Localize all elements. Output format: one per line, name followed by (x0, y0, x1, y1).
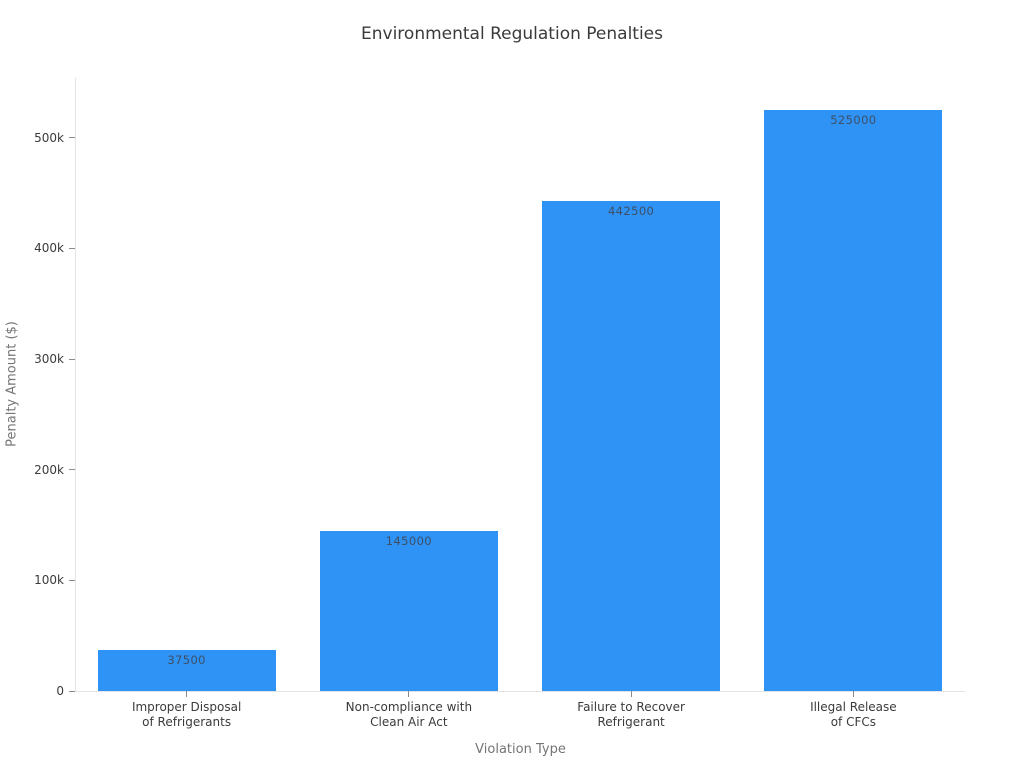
y-tick-mark-400k (69, 247, 75, 249)
y-tick-mark-300k (69, 358, 75, 360)
bar-value-label-1: 145000 (385, 533, 433, 548)
y-tick-label-400k: 400k (34, 241, 64, 256)
y-tick-label-100k: 100k (34, 573, 64, 588)
y-axis-title: Penalty Amount ($) (4, 321, 20, 447)
chart-title: Environmental Regulation Penalties (361, 24, 663, 44)
y-tick-label-300k: 300k (34, 352, 64, 367)
x-tick-label-3: Illegal Release of CFCs (810, 700, 897, 729)
x-tick-label-1: Non-compliance with Clean Air Act (345, 700, 473, 729)
bar-1: 145000 (319, 530, 498, 691)
x-tick-mark-3 (852, 691, 854, 697)
y-tick-mark-200k (69, 469, 75, 471)
x-axis-title: Violation Type (475, 742, 566, 757)
bar-0: 37500 (97, 649, 276, 691)
y-tick-label-200k: 200k (34, 462, 64, 477)
x-tick-mark-0 (186, 691, 188, 697)
y-tick-mark-100k (69, 579, 75, 581)
y-axis-line (75, 78, 76, 691)
x-axis-line (75, 691, 965, 692)
y-tick-label-500k: 500k (34, 130, 64, 145)
bar-value-label-3: 525000 (830, 113, 877, 128)
y-tick-mark-0 (69, 690, 75, 692)
x-tick-mark-2 (630, 691, 632, 697)
bar-2: 442500 (542, 201, 721, 691)
x-tick-label-2: Failure to Recover Refrigerant (577, 700, 685, 729)
bar-value-label-2: 442500 (607, 204, 655, 219)
bar-3: 525000 (764, 110, 943, 691)
x-tick-label-0: Improper Disposal of Refrigerants (131, 700, 242, 729)
y-tick-mark-500k (69, 137, 75, 139)
x-tick-mark-1 (408, 691, 410, 697)
bar-value-label-0: 37500 (167, 652, 206, 667)
y-tick-label-0: 0 (56, 684, 64, 698)
